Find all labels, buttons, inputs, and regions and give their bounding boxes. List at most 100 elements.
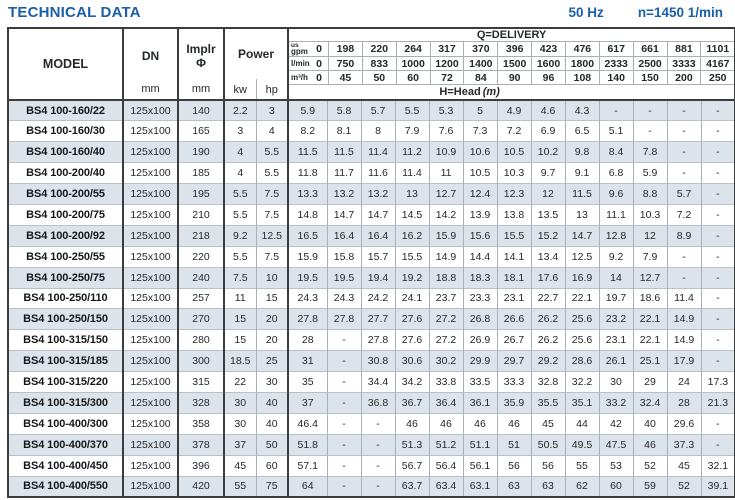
table-row: BS4 100-400/550 125x100 420 55 75 64- -63.7 63.… bbox=[8, 475, 735, 497]
model-cell: BS4 100-315/300 bbox=[8, 391, 124, 414]
model-cell: BS4 100-200/55 bbox=[8, 183, 124, 205]
delivery-value: 750 bbox=[328, 57, 362, 70]
delivery-value: 661 bbox=[632, 42, 667, 56]
head-value-cell: 4.9 bbox=[496, 100, 532, 121]
head-value-cell: - bbox=[326, 391, 362, 414]
delivery-value: 1200 bbox=[429, 57, 464, 70]
table-row: BS4 100-315/150 125x100 280 15 20 28-27.8 27.6… bbox=[8, 329, 735, 351]
head-value-cell: 14.1 bbox=[496, 245, 532, 268]
head-value-cell: 29.9 bbox=[462, 350, 498, 372]
head-value-cell: 8.4 bbox=[598, 141, 634, 163]
head-value-cell: - bbox=[326, 350, 362, 372]
head-value-cell: 33.5 bbox=[462, 371, 498, 393]
table-row: BS4 100-160/30 125x100 165 3 4 8.2 8.1 8 7.9 7.6 7… bbox=[8, 120, 735, 142]
head-value-cell: - bbox=[666, 100, 702, 121]
head-value-cell: 27.6 bbox=[394, 329, 430, 351]
head-value-cell: 12.3 bbox=[496, 183, 532, 205]
hp-cell: 7.5 bbox=[255, 183, 290, 205]
dn-cell: 125x100 bbox=[123, 120, 179, 142]
kw-cell: 22 bbox=[224, 371, 256, 393]
head-value-cell: 22.1 bbox=[632, 329, 668, 351]
head-value-cell: 14.4 bbox=[462, 245, 498, 268]
head-value-cell: 12.4 bbox=[462, 183, 498, 205]
head-value-cell: 10.3 bbox=[632, 203, 668, 226]
head-value-cell: 10.5 bbox=[462, 162, 498, 184]
head-value-cell: 50.5 bbox=[530, 433, 566, 456]
head-value-cell: 15.9 bbox=[288, 245, 328, 268]
table-row: BS4 100-400/450 125x100 396 45 60 57.1- -56.7 5… bbox=[8, 454, 735, 477]
head-value-cell: 36.4 bbox=[428, 391, 464, 414]
head-value-cell: 33.2 bbox=[598, 391, 634, 414]
head-value-cell: - bbox=[700, 412, 735, 435]
hp-cell: 60 bbox=[255, 454, 290, 477]
head-value-cell: 5.5 bbox=[394, 100, 430, 121]
head-value-cell: 6.8 bbox=[598, 162, 634, 184]
impeller-cell: 358 bbox=[178, 412, 225, 435]
delivery-value: 0 bbox=[316, 57, 323, 70]
hp-cell: 5.5 bbox=[255, 141, 290, 163]
head-value-cell: 14.7 bbox=[360, 203, 396, 226]
head-value-cell: - bbox=[700, 287, 735, 309]
head-value-cell: 35.9 bbox=[496, 391, 532, 414]
impeller-unit-label: mm bbox=[191, 83, 211, 95]
head-value-cell: 15.7 bbox=[360, 245, 396, 268]
delivery-value: 220 bbox=[361, 42, 396, 56]
head-value-cell: 5.3 bbox=[428, 100, 464, 121]
head-value-cell: 15.9 bbox=[428, 224, 464, 247]
dn-unit-label: mm bbox=[141, 83, 160, 95]
head-value-cell: 26.2 bbox=[530, 308, 566, 330]
delivery-value: 476 bbox=[564, 42, 599, 56]
dn-cell: 125x100 bbox=[123, 100, 179, 121]
head-value-cell: - bbox=[666, 266, 702, 289]
table-row: BS4 100-250/110 125x100 257 11 15 24.3 24.3 24.… bbox=[8, 287, 735, 309]
dn-cell: 125x100 bbox=[123, 224, 179, 247]
head-value-cell: 6.5 bbox=[564, 120, 600, 142]
head-value-cell: 29.7 bbox=[496, 350, 532, 372]
head-value-cell: 9.6 bbox=[598, 183, 634, 205]
head-value-cell: - bbox=[360, 433, 396, 456]
head-value-cell: 29 bbox=[632, 371, 668, 393]
head-value-cell: 36.1 bbox=[462, 391, 498, 414]
delivery-value: 72 bbox=[429, 71, 464, 84]
table-row: BS4 100-250/55 125x100 220 5.5 7.5 15.9 15.8 15… bbox=[8, 245, 735, 268]
model-cell: BS4 100-160/40 bbox=[8, 141, 124, 163]
dn-cell: 125x100 bbox=[123, 412, 179, 435]
head-value-cell: 26.7 bbox=[496, 329, 532, 351]
hp-cell: 3 bbox=[255, 100, 290, 121]
model-cell: BS4 100-400/300 bbox=[8, 412, 124, 435]
hp-cell: 5.5 bbox=[255, 162, 290, 184]
impeller-cell: 140 bbox=[178, 100, 225, 121]
head-value-cell: 22.7 bbox=[530, 287, 566, 309]
model-cell: BS4 100-250/150 bbox=[8, 308, 124, 330]
head-value-cell: 16.2 bbox=[394, 224, 430, 247]
head-value-cell: 64 bbox=[288, 475, 328, 497]
hp-cell: 20 bbox=[255, 308, 290, 330]
column-header-dn: DN mm bbox=[123, 28, 179, 100]
table-row: BS4 100-250/150 125x100 270 15 20 27.8 27.8 27.… bbox=[8, 308, 735, 330]
head-value-cell: 32.1 bbox=[700, 454, 735, 477]
head-value-cell: 55 bbox=[564, 454, 600, 477]
page-title: TECHNICAL DATA bbox=[8, 4, 141, 21]
head-value-cell: - bbox=[360, 454, 396, 477]
head-value-cell: 14.9 bbox=[666, 308, 702, 330]
rotation-speed-label: n=1450 1/min bbox=[637, 5, 723, 20]
kw-cell: 45 bbox=[224, 454, 256, 477]
impeller-cell: 280 bbox=[178, 329, 225, 351]
impeller-cell: 300 bbox=[178, 350, 225, 372]
model-cell: BS4 100-200/92 bbox=[8, 224, 124, 247]
head-unit-label: (m) bbox=[482, 86, 500, 98]
dn-cell: 125x100 bbox=[123, 391, 179, 414]
head-value-cell: 59 bbox=[632, 475, 668, 497]
kw-cell: 5.5 bbox=[224, 245, 256, 268]
head-value-cell: 45 bbox=[530, 412, 566, 435]
head-value-cell: - bbox=[700, 224, 735, 247]
model-cell: BS4 100-200/75 bbox=[8, 203, 124, 226]
head-value-cell: - bbox=[360, 475, 396, 497]
hp-cell: 4 bbox=[255, 120, 290, 142]
head-value-cell: 27.2 bbox=[428, 329, 464, 351]
impeller-cell: 270 bbox=[178, 308, 225, 330]
head-value-cell: 5.7 bbox=[360, 100, 396, 121]
kw-cell: 18.5 bbox=[224, 350, 256, 372]
model-cell: BS4 100-200/40 bbox=[8, 162, 124, 184]
head-value-cell: 37 bbox=[288, 391, 328, 414]
